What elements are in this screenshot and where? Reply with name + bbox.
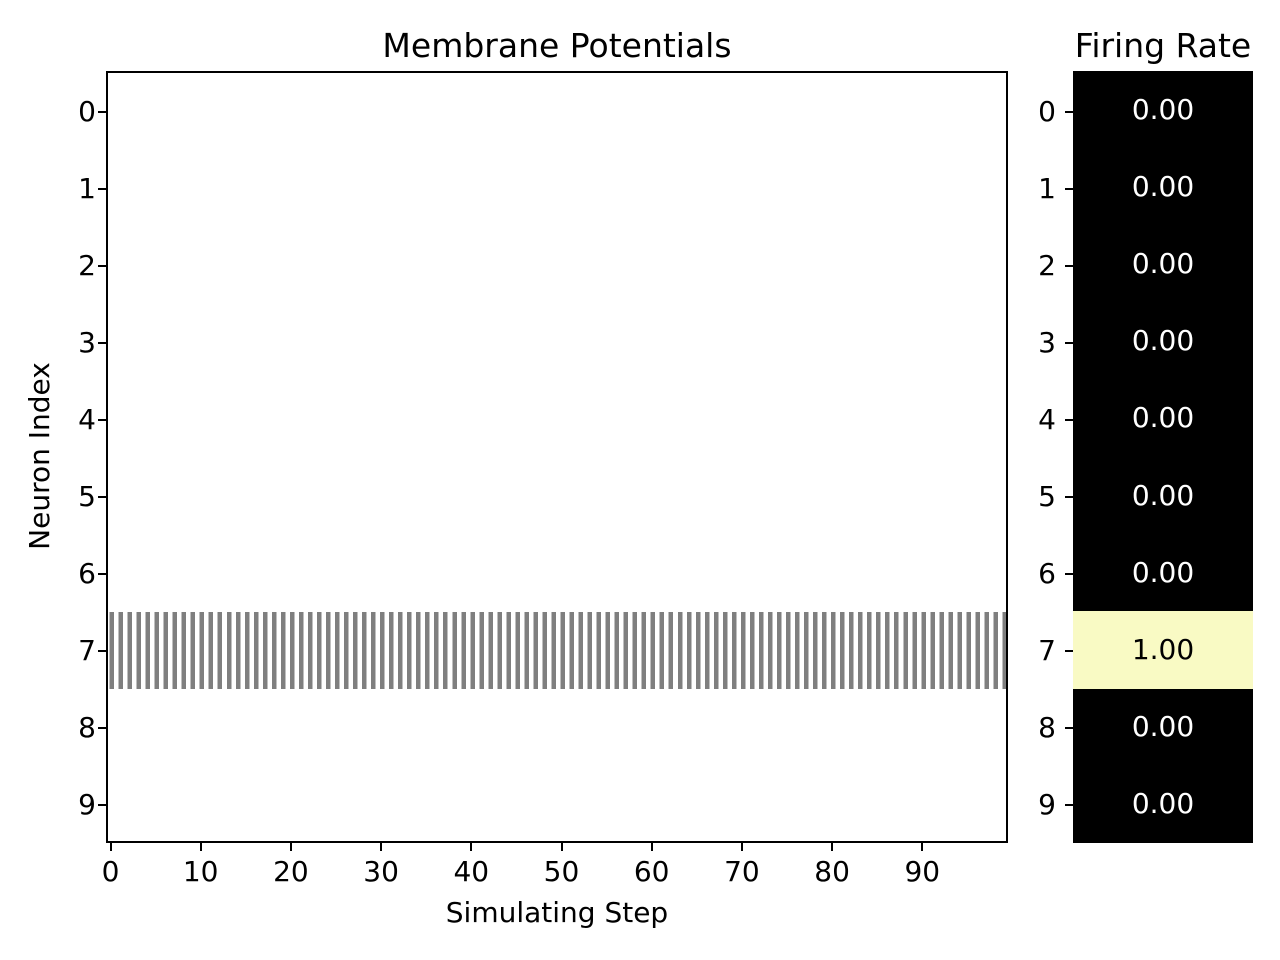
firing-rate-heatmap: 0.00 0.00 0.00 0.00 0.00 0.00 0.00 1.00 0.00 0.00 xyxy=(1073,71,1253,844)
firing-rate-value-neuron-1: 0.00 xyxy=(1131,169,1195,203)
heatmap-y-tick-label-0: 0 xyxy=(1038,94,1056,128)
y-tick-label-9: 9 xyxy=(78,787,96,821)
x-tick-mark-0 xyxy=(109,843,112,851)
y-tick-label-1: 1 xyxy=(78,171,96,205)
x-tick-label-50: 50 xyxy=(543,855,580,888)
heatmap-y-tick-mark-8 xyxy=(1065,726,1073,729)
y-tick-mark-1 xyxy=(98,187,106,190)
heatmap-y-tick-label-1: 1 xyxy=(1038,171,1056,205)
firing-rate-cell-neuron-8: 0.00 xyxy=(1073,688,1253,766)
heatmap-y-tick-mark-0 xyxy=(1065,110,1073,113)
heatmap-y-tick-mark-9 xyxy=(1065,803,1073,806)
y-tick-mark-4 xyxy=(98,418,106,421)
y-tick-mark-9 xyxy=(98,803,106,806)
x-tick-label-10: 10 xyxy=(182,855,219,888)
heatmap-y-tick-mark-4 xyxy=(1065,418,1073,421)
y-tick-label-7: 7 xyxy=(78,633,96,667)
x-tick-label-60: 60 xyxy=(633,855,670,888)
y-tick-mark-2 xyxy=(98,264,106,267)
firing-rate-cell-neuron-3: 0.00 xyxy=(1073,302,1253,380)
firing-rate-cell-neuron-2: 0.00 xyxy=(1073,225,1253,303)
y-tick-mark-5 xyxy=(98,495,106,498)
y-tick-mark-0 xyxy=(98,110,106,113)
y-tick-label-8: 8 xyxy=(78,710,96,744)
x-tick-mark-90 xyxy=(921,843,924,851)
y-tick-label-2: 2 xyxy=(78,248,96,282)
heatmap-y-tick-mark-7 xyxy=(1065,649,1073,652)
firing-rate-cell-neuron-4: 0.00 xyxy=(1073,379,1253,458)
x-tick-label-30: 30 xyxy=(363,855,399,888)
heatmap-y-tick-label-7: 7 xyxy=(1038,633,1056,667)
heatmap-y-tick-label-4: 4 xyxy=(1038,402,1056,436)
firing-rate-cell-neuron-5: 0.00 xyxy=(1073,457,1253,535)
heatmap-y-tick-mark-6 xyxy=(1065,572,1073,575)
y-tick-label-0: 0 xyxy=(78,94,96,128)
firing-rate-cell-neuron-7: 1.00 xyxy=(1073,611,1253,689)
x-tick-label-70: 70 xyxy=(724,855,760,888)
firing-rate-cell-neuron-0: 0.00 xyxy=(1073,71,1253,149)
x-tick-mark-70 xyxy=(740,843,743,851)
x-tick-mark-30 xyxy=(380,843,383,851)
firing-rate-cell-neuron-6: 0.00 xyxy=(1073,534,1253,612)
y-tick-label-6: 6 xyxy=(78,556,96,590)
heatmap-y-tick-label-6: 6 xyxy=(1038,556,1056,590)
x-tick-mark-20 xyxy=(289,843,292,851)
y-tick-label-5: 5 xyxy=(78,479,96,513)
firing-rate-value-neuron-4: 0.00 xyxy=(1131,401,1195,435)
y-axis-label: Neuron Index xyxy=(23,362,56,550)
y-tick-mark-3 xyxy=(98,341,106,344)
heatmap-y-tick-label-8: 8 xyxy=(1038,710,1056,744)
x-tick-mark-80 xyxy=(831,843,834,851)
firing-rate-value-neuron-9: 0.00 xyxy=(1131,787,1195,821)
firing-rate-value-neuron-2: 0.00 xyxy=(1131,247,1195,280)
neuron7-spike-stripes xyxy=(108,612,1006,689)
firing-rate-cell-neuron-9: 0.00 xyxy=(1073,765,1253,844)
firing-rate-value-neuron-5: 0.00 xyxy=(1131,478,1195,512)
membrane-plot-area xyxy=(106,71,1008,843)
heatmap-y-tick-label-3: 3 xyxy=(1038,325,1056,359)
x-tick-mark-10 xyxy=(199,843,202,851)
x-tick-mark-40 xyxy=(470,843,473,851)
y-tick-label-4: 4 xyxy=(78,402,96,436)
heatmap-y-tick-mark-1 xyxy=(1065,187,1073,190)
x-tick-label-20: 20 xyxy=(273,855,309,888)
firing-rate-title: Firing Rate xyxy=(1074,26,1252,65)
x-tick-mark-50 xyxy=(560,843,563,851)
firing-rate-value-neuron-3: 0.00 xyxy=(1131,324,1195,358)
heatmap-y-tick-mark-5 xyxy=(1065,495,1073,498)
x-tick-label-80: 80 xyxy=(814,855,850,888)
heatmap-y-tick-label-9: 9 xyxy=(1038,787,1056,821)
x-tick-label-0: 0 xyxy=(101,855,120,888)
heatmap-y-tick-mark-2 xyxy=(1065,264,1073,267)
firing-rate-value-neuron-7: 1.00 xyxy=(1131,633,1195,667)
membrane-plot-title: Membrane Potentials xyxy=(382,26,732,65)
firing-rate-cell-neuron-1: 0.00 xyxy=(1073,148,1253,226)
y-tick-mark-8 xyxy=(98,726,106,729)
firing-rate-value-neuron-6: 0.00 xyxy=(1131,555,1195,589)
firing-rate-value-neuron-0: 0.00 xyxy=(1131,92,1195,126)
heatmap-y-tick-mark-3 xyxy=(1065,341,1073,344)
y-tick-mark-6 xyxy=(98,572,106,575)
x-tick-mark-60 xyxy=(650,843,653,851)
firing-rate-value-neuron-8: 0.00 xyxy=(1131,710,1195,744)
x-tick-label-90: 90 xyxy=(904,855,941,888)
heatmap-y-tick-label-2: 2 xyxy=(1038,248,1056,282)
y-tick-mark-7 xyxy=(98,649,106,652)
x-axis-label: Simulating Step xyxy=(445,896,669,929)
x-tick-label-40: 40 xyxy=(453,855,490,888)
y-tick-label-3: 3 xyxy=(78,325,96,359)
heatmap-y-tick-label-5: 5 xyxy=(1038,479,1056,513)
